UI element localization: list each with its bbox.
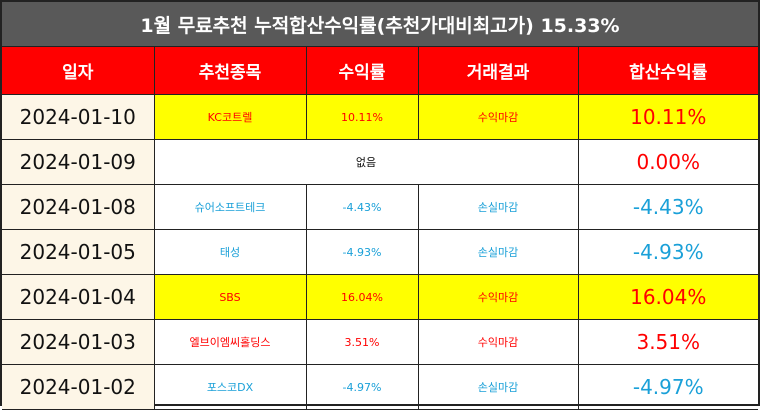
returns-table: 일자 추천종목 수익률 거래결과 합산수익률 2024-01-10 KC코트렐 … <box>2 47 758 410</box>
row-stock: KC코트렐 <box>153 94 307 140</box>
row-return: 3.51% <box>305 319 419 365</box>
row-stock: 태성 <box>153 229 307 275</box>
row-result: 손실마감 <box>417 184 579 230</box>
row-date: 2024-01-04 <box>2 274 155 320</box>
row-total: 16.04% <box>577 274 758 320</box>
row-stock: SBS <box>153 274 307 320</box>
row-total: -4.97% <box>577 364 758 410</box>
row-result: 손실마감 <box>417 364 579 410</box>
row-no-recommendation: 없음 <box>153 139 579 185</box>
row-result: 수익마감 <box>417 319 579 365</box>
row-return: -4.97% <box>305 364 419 410</box>
row-return: -4.93% <box>305 229 419 275</box>
table-row: 2024-01-04 SBS 16.04% 수익마감 16.04% <box>2 274 758 320</box>
row-result: 손실마감 <box>417 229 579 275</box>
table-row: 2024-01-05 태성 -4.93% 손실마감 -4.93% <box>2 229 758 275</box>
row-return: 10.11% <box>305 94 419 140</box>
header-total: 합산수익률 <box>577 47 758 95</box>
row-date: 2024-01-03 <box>2 319 155 365</box>
row-stock: 포스코DX <box>153 364 307 410</box>
table-row: 2024-01-03 엘브이엠씨홀딩스 3.51% 수익마감 3.51% <box>2 319 758 365</box>
row-stock: 엘브이엠씨홀딩스 <box>153 319 307 365</box>
header-result: 거래결과 <box>417 47 579 95</box>
row-date: 2024-01-02 <box>2 364 155 410</box>
row-total: 3.51% <box>577 319 758 365</box>
row-stock: 슈어소프트테크 <box>153 184 307 230</box>
table-header-row: 일자 추천종목 수익률 거래결과 합산수익률 <box>2 47 758 95</box>
header-return: 수익률 <box>305 47 419 95</box>
row-total: 10.11% <box>577 94 758 140</box>
table-row: 2024-01-08 슈어소프트테크 -4.43% 손실마감 -4.43% <box>2 184 758 230</box>
row-result: 수익마감 <box>417 94 579 140</box>
row-date: 2024-01-05 <box>2 229 155 275</box>
row-return: 16.04% <box>305 274 419 320</box>
table-row: 2024-01-02 포스코DX -4.97% 손실마감 -4.97% <box>2 364 758 410</box>
row-total: 0.00% <box>577 139 758 185</box>
page-title: 1월 무료추천 누적합산수익률(추천가대비최고가) 15.33% <box>2 2 758 47</box>
row-date: 2024-01-10 <box>2 94 155 140</box>
row-total: -4.43% <box>577 184 758 230</box>
header-date: 일자 <box>2 47 155 95</box>
row-total: -4.93% <box>577 229 758 275</box>
row-return: -4.43% <box>305 184 419 230</box>
table-row: 2024-01-09 없음 0.00% <box>2 139 758 185</box>
table-row: 2024-01-10 KC코트렐 10.11% 수익마감 10.11% <box>2 94 758 140</box>
row-result: 수익마감 <box>417 274 579 320</box>
row-date: 2024-01-08 <box>2 184 155 230</box>
header-stock: 추천종목 <box>153 47 307 95</box>
row-date: 2024-01-09 <box>2 139 155 185</box>
